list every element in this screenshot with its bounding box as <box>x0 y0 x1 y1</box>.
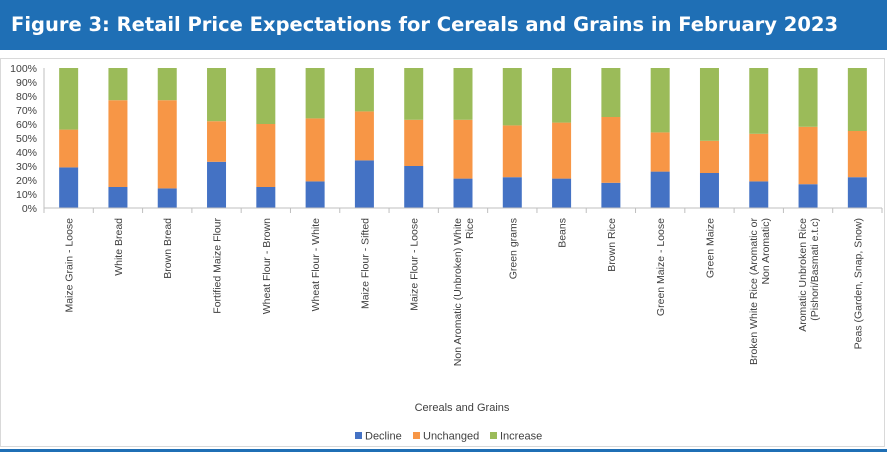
bar-segment-increase <box>59 68 79 130</box>
bar-segment-decline <box>502 177 522 208</box>
bar-segment-increase <box>552 68 572 123</box>
x-tick-label: Broken White Rice (Aromatic orNon Aromat… <box>748 218 772 366</box>
bar-segment-increase <box>650 68 670 133</box>
bar-segment-decline <box>157 188 177 208</box>
bar-segment-increase <box>699 68 719 141</box>
bar-segment-unchanged <box>749 133 769 182</box>
x-tick-label: Peas (Garden, Snap, Snow) <box>852 218 864 349</box>
x-tick-label: Green Maize - Loose <box>655 218 667 316</box>
bar-segment-unchanged <box>157 100 177 189</box>
bar-segment-unchanged <box>108 100 128 187</box>
bar-segment-decline <box>207 161 227 208</box>
legend-label-unchanged: Unchanged <box>423 431 479 443</box>
y-tick-label: 60% <box>16 119 37 131</box>
x-tick-label: Brown Bread <box>162 218 174 279</box>
bar-segment-increase <box>305 68 325 119</box>
y-tick-label: 10% <box>16 189 37 201</box>
x-tick-label: Wheat Flour - White <box>310 218 322 312</box>
bar-segment-increase <box>354 68 374 112</box>
bar-segment-unchanged <box>305 118 325 182</box>
x-tick-label: Beans <box>557 218 569 248</box>
x-tick-label: Green grams <box>507 218 519 279</box>
bar-segment-unchanged <box>552 122 572 179</box>
figure-title: Figure 3: Retail Price Expectations for … <box>0 0 887 50</box>
bar-segment-increase <box>502 68 522 126</box>
bar-segment-decline <box>354 160 374 208</box>
y-tick-label: 80% <box>16 91 37 103</box>
bar-segment-unchanged <box>256 124 276 187</box>
bar-segment-decline <box>256 187 276 208</box>
y-tick-label: 90% <box>16 77 37 89</box>
bar-segment-increase <box>601 68 621 117</box>
bar-segment-increase <box>749 68 769 134</box>
y-tick-label: 30% <box>16 161 37 173</box>
legend-swatch-decline <box>355 432 362 439</box>
legend-label-decline: Decline <box>365 431 402 443</box>
bar-segment-unchanged <box>453 119 473 179</box>
bar-segment-decline <box>650 171 670 208</box>
bar-segment-decline <box>404 166 424 208</box>
bar-segment-unchanged <box>798 126 818 185</box>
x-tick-label: Maize Flour - Loose <box>409 218 421 311</box>
bar-segment-increase <box>256 68 276 124</box>
bar-segment-decline <box>847 177 867 208</box>
x-tick-label: Brown Rice <box>606 218 618 272</box>
chart-frame <box>0 58 885 447</box>
bar-segment-increase <box>847 68 867 131</box>
bar-segment-decline <box>699 173 719 208</box>
bar-segment-decline <box>552 178 572 208</box>
bar-segment-unchanged <box>354 111 374 161</box>
legend-swatch-unchanged <box>413 432 420 439</box>
bar-segment-unchanged <box>650 132 670 172</box>
x-tick-label: Aromatic Unbroken Rice(Pishori/Basmati e… <box>797 218 821 332</box>
bar-segment-decline <box>59 167 79 208</box>
bar-segment-increase <box>798 68 818 127</box>
bar-segment-increase <box>157 68 177 101</box>
x-tick-label: White Bread <box>113 218 125 276</box>
legend-swatch-increase <box>490 432 497 439</box>
bar-segment-decline <box>749 181 769 208</box>
footer-rule <box>0 449 887 452</box>
x-tick-label: Maize Flour - Sifted <box>359 218 371 309</box>
x-tick-label: Maize Grain - Loose <box>64 218 76 313</box>
bar-segment-increase <box>404 68 424 120</box>
x-tick-label: Fortified Maize Flour <box>212 218 224 314</box>
bar-segment-unchanged <box>699 140 719 173</box>
y-tick-label: 50% <box>16 133 37 145</box>
bar-segment-increase <box>207 68 227 122</box>
bar-segment-unchanged <box>601 117 621 183</box>
y-tick-label: 100% <box>10 63 37 75</box>
bar-segment-unchanged <box>502 125 522 178</box>
x-axis-title: Cereals and Grains <box>415 402 510 414</box>
x-tick-label: Wheat Flour - Brown <box>261 218 273 314</box>
y-tick-label: 70% <box>16 105 37 117</box>
bar-segment-decline <box>798 184 818 208</box>
x-tick-label: Non Aromatic (Unbroken) WhiteRice <box>452 218 476 366</box>
bar-segment-decline <box>453 178 473 208</box>
bar-segment-unchanged <box>59 129 79 168</box>
bar-segment-decline <box>305 181 325 208</box>
x-tick-label: Green Maize <box>704 218 716 278</box>
y-tick-label: 20% <box>16 175 37 187</box>
y-tick-label: 40% <box>16 147 37 159</box>
legend-label-increase: Increase <box>500 431 542 443</box>
bar-segment-unchanged <box>847 131 867 178</box>
bar-segment-unchanged <box>207 121 227 162</box>
bar-segment-increase <box>453 68 473 120</box>
bar-segment-unchanged <box>404 119 424 166</box>
y-tick-label: 0% <box>22 203 37 215</box>
bar-segment-decline <box>108 187 128 208</box>
bar-segment-decline <box>601 182 621 208</box>
bar-segment-increase <box>108 68 128 101</box>
